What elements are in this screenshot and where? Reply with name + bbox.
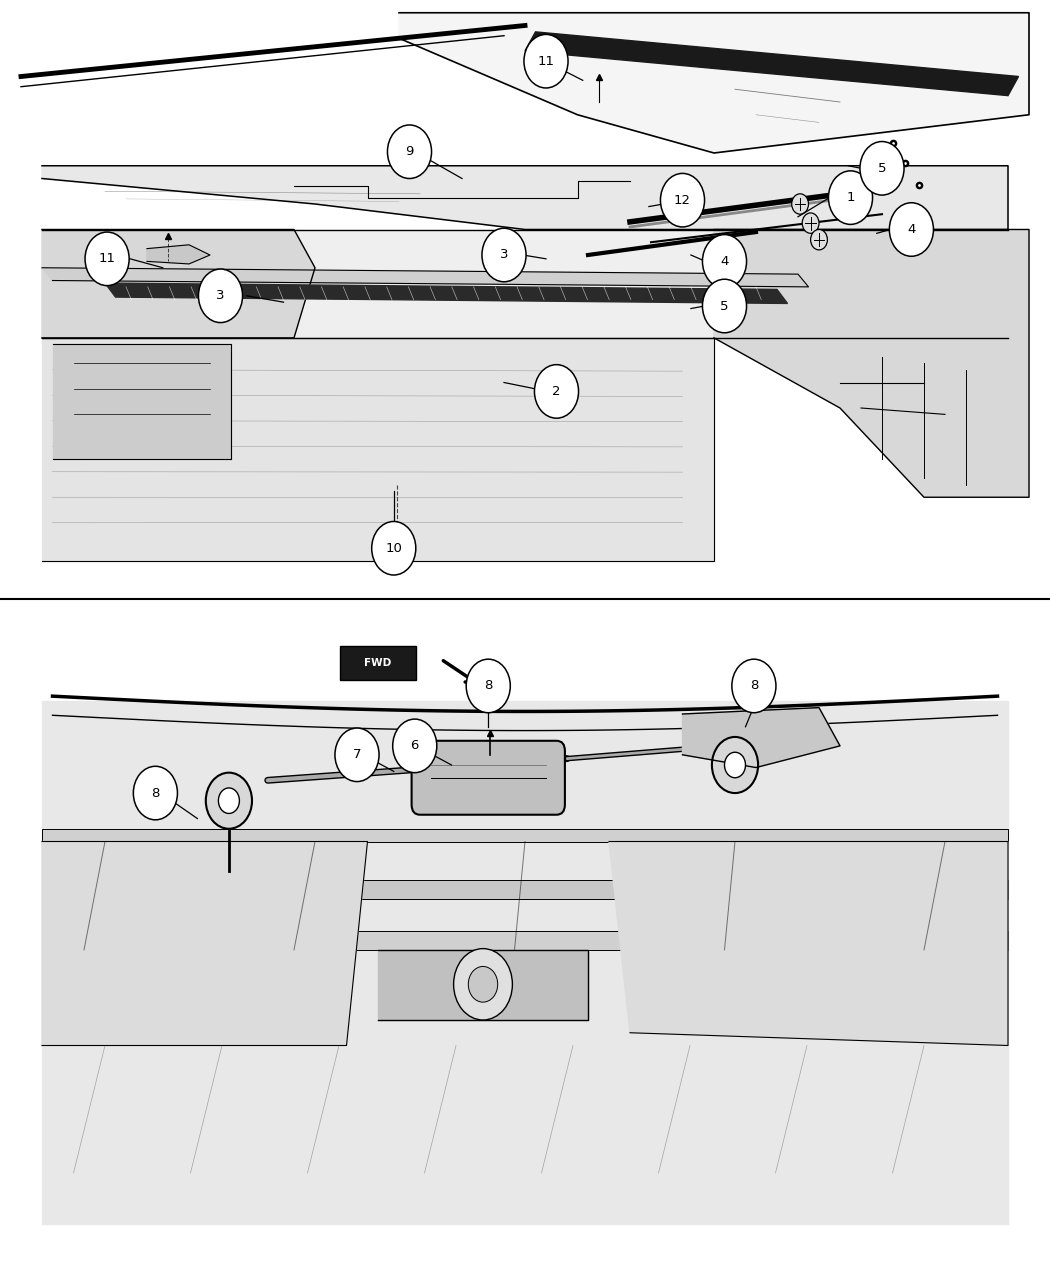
Circle shape [372,521,416,575]
Circle shape [860,142,904,195]
Text: 6: 6 [411,740,419,752]
Polygon shape [42,701,1008,1224]
Polygon shape [525,32,1018,96]
FancyBboxPatch shape [412,741,565,815]
Polygon shape [42,166,1008,230]
FancyBboxPatch shape [340,646,416,680]
Text: 4: 4 [720,255,729,268]
Text: 5: 5 [878,162,886,175]
Polygon shape [42,268,808,287]
Text: 3: 3 [216,289,225,302]
Circle shape [732,659,776,713]
Text: 8: 8 [484,680,492,692]
Circle shape [802,213,819,233]
Text: 5: 5 [720,300,729,312]
Polygon shape [105,283,788,303]
Circle shape [206,773,252,829]
Text: 4: 4 [907,223,916,236]
Circle shape [828,171,873,224]
Text: 8: 8 [151,787,160,799]
Polygon shape [714,230,1029,497]
Circle shape [524,34,568,88]
Circle shape [712,737,758,793]
Text: 8: 8 [750,680,758,692]
Text: 10: 10 [385,542,402,555]
Text: 2: 2 [552,385,561,398]
Circle shape [889,203,933,256]
Circle shape [482,228,526,282]
Circle shape [792,194,809,214]
Polygon shape [42,230,1008,338]
Polygon shape [399,13,1029,153]
Polygon shape [42,842,368,1046]
Circle shape [85,232,129,286]
Circle shape [218,788,239,813]
Text: 3: 3 [500,249,508,261]
Text: FWD: FWD [364,658,392,668]
Circle shape [466,659,510,713]
Text: 7: 7 [353,748,361,761]
Circle shape [335,728,379,782]
FancyBboxPatch shape [42,829,1008,842]
Text: 11: 11 [538,55,554,68]
Circle shape [534,365,579,418]
Circle shape [811,230,827,250]
FancyBboxPatch shape [0,599,1050,1275]
FancyBboxPatch shape [42,880,1008,899]
Polygon shape [52,344,231,459]
Circle shape [702,279,747,333]
Polygon shape [147,245,210,264]
Circle shape [387,125,432,178]
Text: 11: 11 [99,252,116,265]
FancyBboxPatch shape [0,0,1050,586]
Circle shape [468,966,498,1002]
Polygon shape [378,950,588,1020]
Polygon shape [42,338,714,561]
Circle shape [133,766,177,820]
Text: 1: 1 [846,191,855,204]
Circle shape [702,235,747,288]
Circle shape [660,173,705,227]
Circle shape [198,269,243,323]
Circle shape [454,949,512,1020]
Polygon shape [682,708,840,768]
Polygon shape [609,842,1008,1046]
Text: 12: 12 [674,194,691,207]
FancyBboxPatch shape [42,931,1008,950]
Circle shape [393,719,437,773]
Polygon shape [42,230,315,338]
Circle shape [724,752,746,778]
Text: 9: 9 [405,145,414,158]
